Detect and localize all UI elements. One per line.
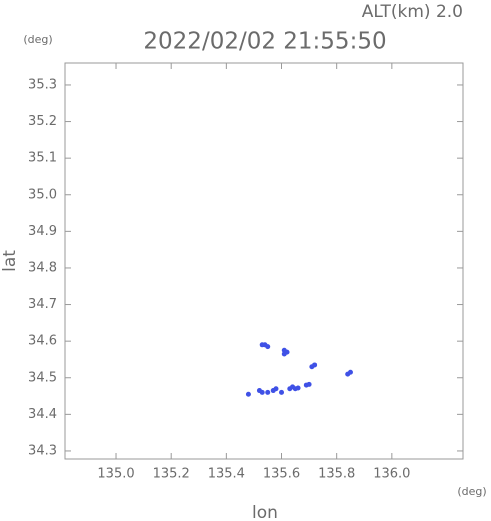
y-tick-label: 35.2: [28, 114, 57, 129]
x-tick-label: 135.8: [318, 467, 355, 482]
x-axis-label: lon: [252, 503, 278, 521]
echo-point: [265, 344, 271, 350]
y-tick-label: 35.0: [28, 187, 57, 202]
altitude-annotation: ALT(km) 2.0: [362, 2, 463, 22]
x-unit: (deg): [457, 485, 486, 498]
y-tick-label: 34.3: [28, 443, 57, 458]
echo-point: [347, 369, 353, 375]
y-tick-label: 34.4: [28, 407, 57, 422]
chart-title: 2022/02/02 21:55:50: [143, 29, 386, 55]
echo-point: [265, 389, 271, 395]
x-tick-label: 135.4: [208, 467, 245, 482]
x-tick-label: 136.0: [373, 467, 410, 482]
echo-point: [309, 364, 315, 370]
plot-frame: [64, 62, 464, 460]
echo-point: [279, 389, 285, 395]
y-tick-label: 35.1: [28, 151, 57, 166]
y-tick-label: 34.5: [28, 370, 57, 385]
echo-point: [306, 381, 312, 387]
echo-point: [245, 391, 251, 397]
y-tick-label: 35.3: [28, 77, 57, 92]
y-tick-label: 34.6: [28, 334, 57, 349]
y-tick-label: 34.7: [28, 297, 57, 312]
echo-point: [259, 389, 265, 395]
y-unit: (deg): [23, 33, 52, 46]
y-tick-label: 34.9: [28, 224, 57, 239]
x-tick-label: 135.2: [153, 467, 190, 482]
x-tick-label: 135.6: [263, 467, 300, 482]
echo-point: [273, 386, 279, 392]
echo-point: [284, 349, 290, 355]
y-tick-label: 34.8: [28, 260, 57, 275]
y-axis-label: lat: [0, 250, 20, 272]
echo-point: [295, 385, 301, 391]
x-tick-label: 135.0: [97, 467, 134, 482]
